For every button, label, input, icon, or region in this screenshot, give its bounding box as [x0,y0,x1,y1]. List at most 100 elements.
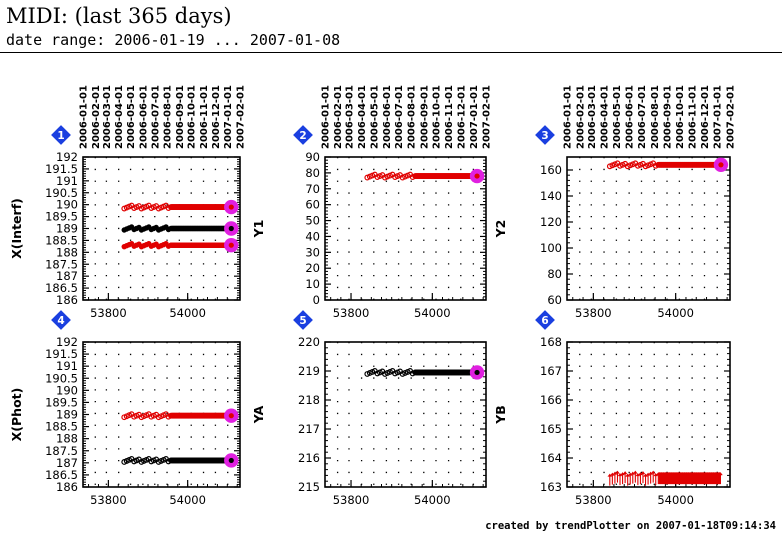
date-tick-label: 2006-11-01 [688,85,699,149]
series-red [607,470,723,486]
data-point-head [607,473,613,477]
date-tick-label: 2006-09-01 [663,85,674,149]
y-tick-label: 186.5 [45,281,78,295]
y-tick-label: 190 [56,383,78,397]
data-point-head [638,472,643,476]
badge-number: 5 [299,315,306,327]
date-tick-label: 2006-10-01 [675,85,686,149]
series-red [364,168,485,184]
x-tick-label: 53800 [333,306,370,320]
date-tick-label: 2006-07-01 [150,85,161,149]
x-tick-label: 54000 [169,493,206,507]
y-tick-label: 189.5 [45,395,78,409]
date-tick-label: 2006-08-01 [650,85,661,149]
date-tick-label: 2006-12-01 [456,85,467,149]
x-tick-label: 53800 [90,493,127,507]
date-tick-label: 2006-11-01 [444,85,455,149]
badge-diamond [51,310,71,330]
data-point-head [617,473,623,477]
date-tick-label: 2007-01-01 [223,85,234,149]
data-point-head [622,471,628,475]
y-tick-label: 70 [305,182,320,196]
y-tick-label: 191 [56,359,78,373]
y-axis-label: X(Phot) [9,388,24,442]
y-tick-label: 186 [56,293,78,307]
date-tick-label: 2006-12-01 [700,85,711,149]
data-point-head [645,472,651,476]
y-tick-label: 80 [305,166,320,180]
date-tick-label: 2006-01-01 [79,85,90,149]
date-tick-label: 2007-01-01 [713,85,724,149]
y-tick-label: 192 [56,150,78,164]
data-point-head [718,472,723,476]
y-tick-label: 217 [298,422,320,436]
last-point [228,413,234,419]
date-tick-label: 2006-02-01 [333,85,344,149]
date-tick-label: 2007-01-01 [469,85,480,149]
series-black [121,221,239,236]
plot-frame [566,156,731,301]
data-point-head [653,473,659,477]
last-point [718,162,724,168]
date-tick-label: 2006-04-01 [357,85,368,149]
y-tick-label: 60 [305,198,320,212]
y-tick-label: 191.5 [45,347,78,361]
series-red [606,157,729,172]
y-tick-label: 166 [540,393,562,407]
data-point-head [640,471,646,475]
date-tick-label: 2006-09-01 [419,85,430,149]
y-tick-label: 164 [540,451,562,465]
date-tick-label: 2006-02-01 [91,85,102,149]
date-tick-label: 2006-04-01 [600,85,611,149]
y-tick-label: 191 [56,174,78,188]
series-black [121,453,239,468]
plot-frame [566,341,731,488]
data-point-head [635,473,641,477]
y-tick-label: 100 [540,241,562,255]
data-point-head [615,470,620,474]
panel-badge-icon: 1 [51,125,71,145]
x-tick-label: 53800 [333,493,370,507]
y-tick-label: 187 [56,269,78,283]
x-tick-label: 53800 [90,306,127,320]
date-tick-label: 2006-03-01 [102,85,113,149]
series-red [121,199,239,215]
series-red [121,237,239,253]
data-point-head [630,471,636,475]
y-tick-label: 191.5 [45,162,78,176]
x-tick-label: 54000 [414,493,451,507]
badge-number: 3 [541,130,548,142]
date-tick-label: 2006-10-01 [431,85,442,149]
y-tick-label: 120 [540,215,562,229]
y-tick-label: 90 [305,150,320,164]
y-tick-label: 216 [298,451,320,465]
y-tick-label: 190 [56,198,78,212]
panel-6: 163 164 165 166 167 168 53800 54000 YB 6 [493,310,731,507]
x-tick-label: 53800 [575,306,612,320]
last-point [474,369,480,376]
y-tick-label: 163 [540,480,562,494]
date-tick-label: 2006-07-01 [637,85,648,149]
y-tick-label: 80 [547,267,562,281]
panel-badge-icon: 4 [51,310,71,330]
date-tick-label: 2006-02-01 [575,85,586,149]
last-point [474,173,480,179]
data-point-head [612,471,618,475]
date-range-subtitle: date range: 2006-01-19 ... 2007-01-08 [6,31,341,49]
data-point-head [633,470,638,474]
y-tick-label: 140 [540,189,562,203]
y-tick-label: 168 [540,335,562,349]
y-tick-label: 30 [305,245,320,259]
date-tick-label: 2006-07-01 [394,85,405,149]
y-tick-label: 189 [56,222,78,236]
last-point [228,457,234,464]
footer-credit: created by trendPlotter on 2007-01-18T09… [485,520,776,532]
plot-frame [324,156,487,301]
data-point-head [620,472,625,476]
y-tick-label: 165 [540,422,562,436]
y-axis-label: X(Interf) [9,198,24,259]
badge-number: 6 [541,315,548,327]
date-tick-label: 2006-01-01 [321,85,332,149]
